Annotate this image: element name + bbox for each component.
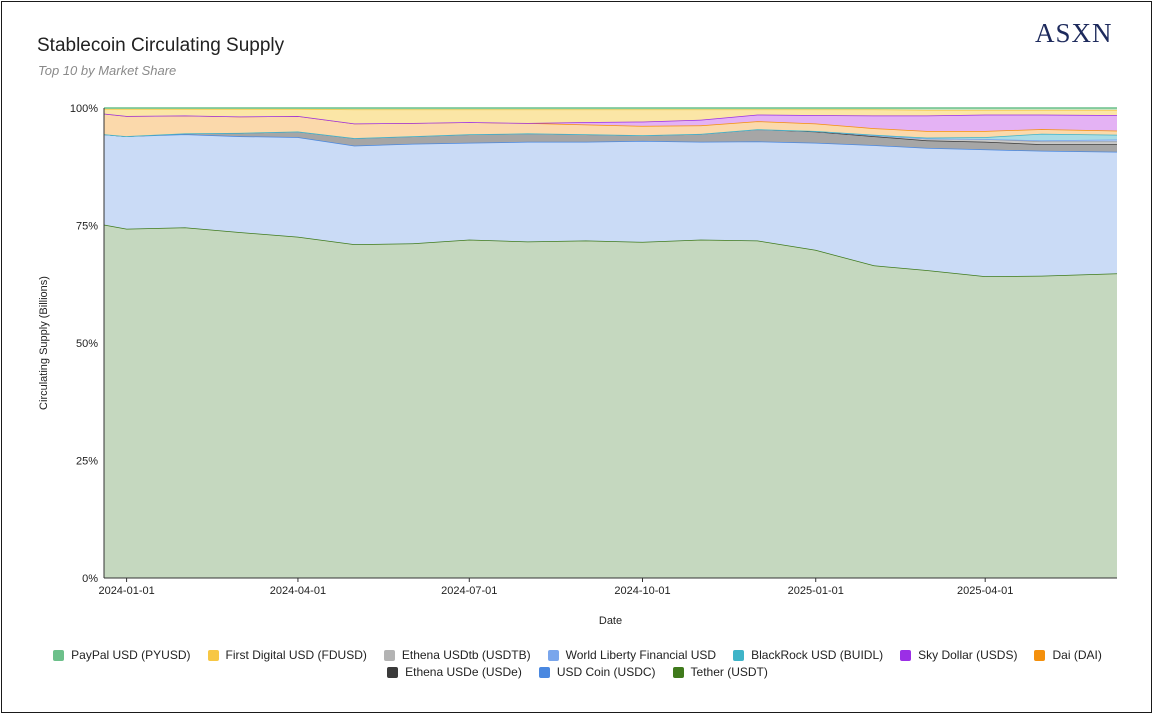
legend-item: World Liberty Financial USD: [547, 648, 717, 662]
legend-item: PayPal USD (PYUSD): [53, 648, 191, 662]
y-tick-label: 0%: [82, 573, 98, 585]
area-ethena-usdtb-usdtb: [104, 129, 1117, 145]
x-tick-label: 2025-01-01: [788, 585, 844, 597]
x-tick-label: 2024-04-01: [270, 585, 326, 597]
legend: PayPal USD (PYUSD) First Digital USD (FDU…: [0, 648, 1155, 682]
legend-item: Sky Dollar (USDS): [900, 648, 1017, 662]
legend-label: Sky Dollar (USDS): [918, 648, 1018, 662]
chart-subtitle: Top 10 by Market Share: [38, 63, 177, 78]
legend-item: USD Coin (USDC): [538, 665, 656, 679]
legend-swatch: [53, 649, 65, 661]
area-first-digital-usd-fdusd: [104, 108, 1117, 124]
legend-swatch: [538, 666, 550, 678]
x-tick-label: 2024-07-01: [441, 585, 497, 597]
y-tick-label: 100%: [70, 103, 98, 115]
area-tether-usdt: [104, 224, 1117, 578]
legend-swatch: [387, 666, 399, 678]
legend-label: Tether (USDT): [690, 665, 768, 679]
legend-swatch: [672, 666, 684, 678]
area-usd-coin-usdc: [104, 134, 1117, 277]
x-tick-label: 2024-01-01: [98, 585, 154, 597]
legend-swatch: [207, 649, 219, 661]
x-tick-label: 2024-10-01: [614, 585, 670, 597]
legend-label: First Digital USD (FDUSD): [225, 648, 367, 662]
legend-item: Ethena USDe (USDe): [387, 665, 522, 679]
legend-swatch: [1034, 649, 1046, 661]
legend-item: Tether (USDT): [672, 665, 768, 679]
legend-item: BlackRock USD (BUIDL): [733, 648, 883, 662]
legend-row-2: Ethena USDe (USDe) USD Coin (USDC) Tether …: [0, 665, 1155, 679]
legend-swatch: [547, 649, 559, 661]
legend-label: Ethena USDtb (USDTB): [401, 648, 531, 662]
legend-swatch: [733, 649, 745, 661]
x-tick-label: 2025-04-01: [957, 585, 1013, 597]
legend-label: World Liberty Financial USD: [565, 648, 717, 662]
legend-item: Ethena USDtb (USDTB): [383, 648, 531, 662]
area-blackrock-usd-buidl: [104, 129, 1117, 141]
x-axis-title: Date: [599, 615, 622, 627]
legend-label: Ethena USDe (USDe): [405, 665, 522, 679]
stacked-area-chart: 0% 25% 50% 75% 100% 2024-01-01 2024-04-01 2024-…: [38, 103, 1118, 627]
legend-row-1: PayPal USD (PYUSD) First Digital USD (FDU…: [0, 648, 1155, 662]
legend-label: PayPal USD (PYUSD): [71, 648, 191, 662]
area-ethena-usde-usde: [104, 129, 1117, 152]
chart-title: Stablecoin Circulating Supply: [37, 35, 285, 56]
brand-logo: ASXN: [1035, 18, 1113, 48]
legend-label: Dai (DAI): [1052, 648, 1102, 662]
y-tick-label: 75%: [76, 221, 98, 233]
y-tick-label: 25%: [76, 456, 98, 468]
legend-swatch: [383, 649, 395, 661]
legend-label: BlackRock USD (BUIDL): [751, 648, 884, 662]
y-tick-label: 50%: [76, 338, 98, 350]
legend-item: Dai (DAI): [1034, 648, 1102, 662]
legend-label: USD Coin (USDC): [556, 665, 656, 679]
legend-swatch: [900, 649, 912, 661]
legend-item: First Digital USD (FDUSD): [207, 648, 367, 662]
y-axis-title: Circulating Supply (Billions): [38, 276, 50, 410]
